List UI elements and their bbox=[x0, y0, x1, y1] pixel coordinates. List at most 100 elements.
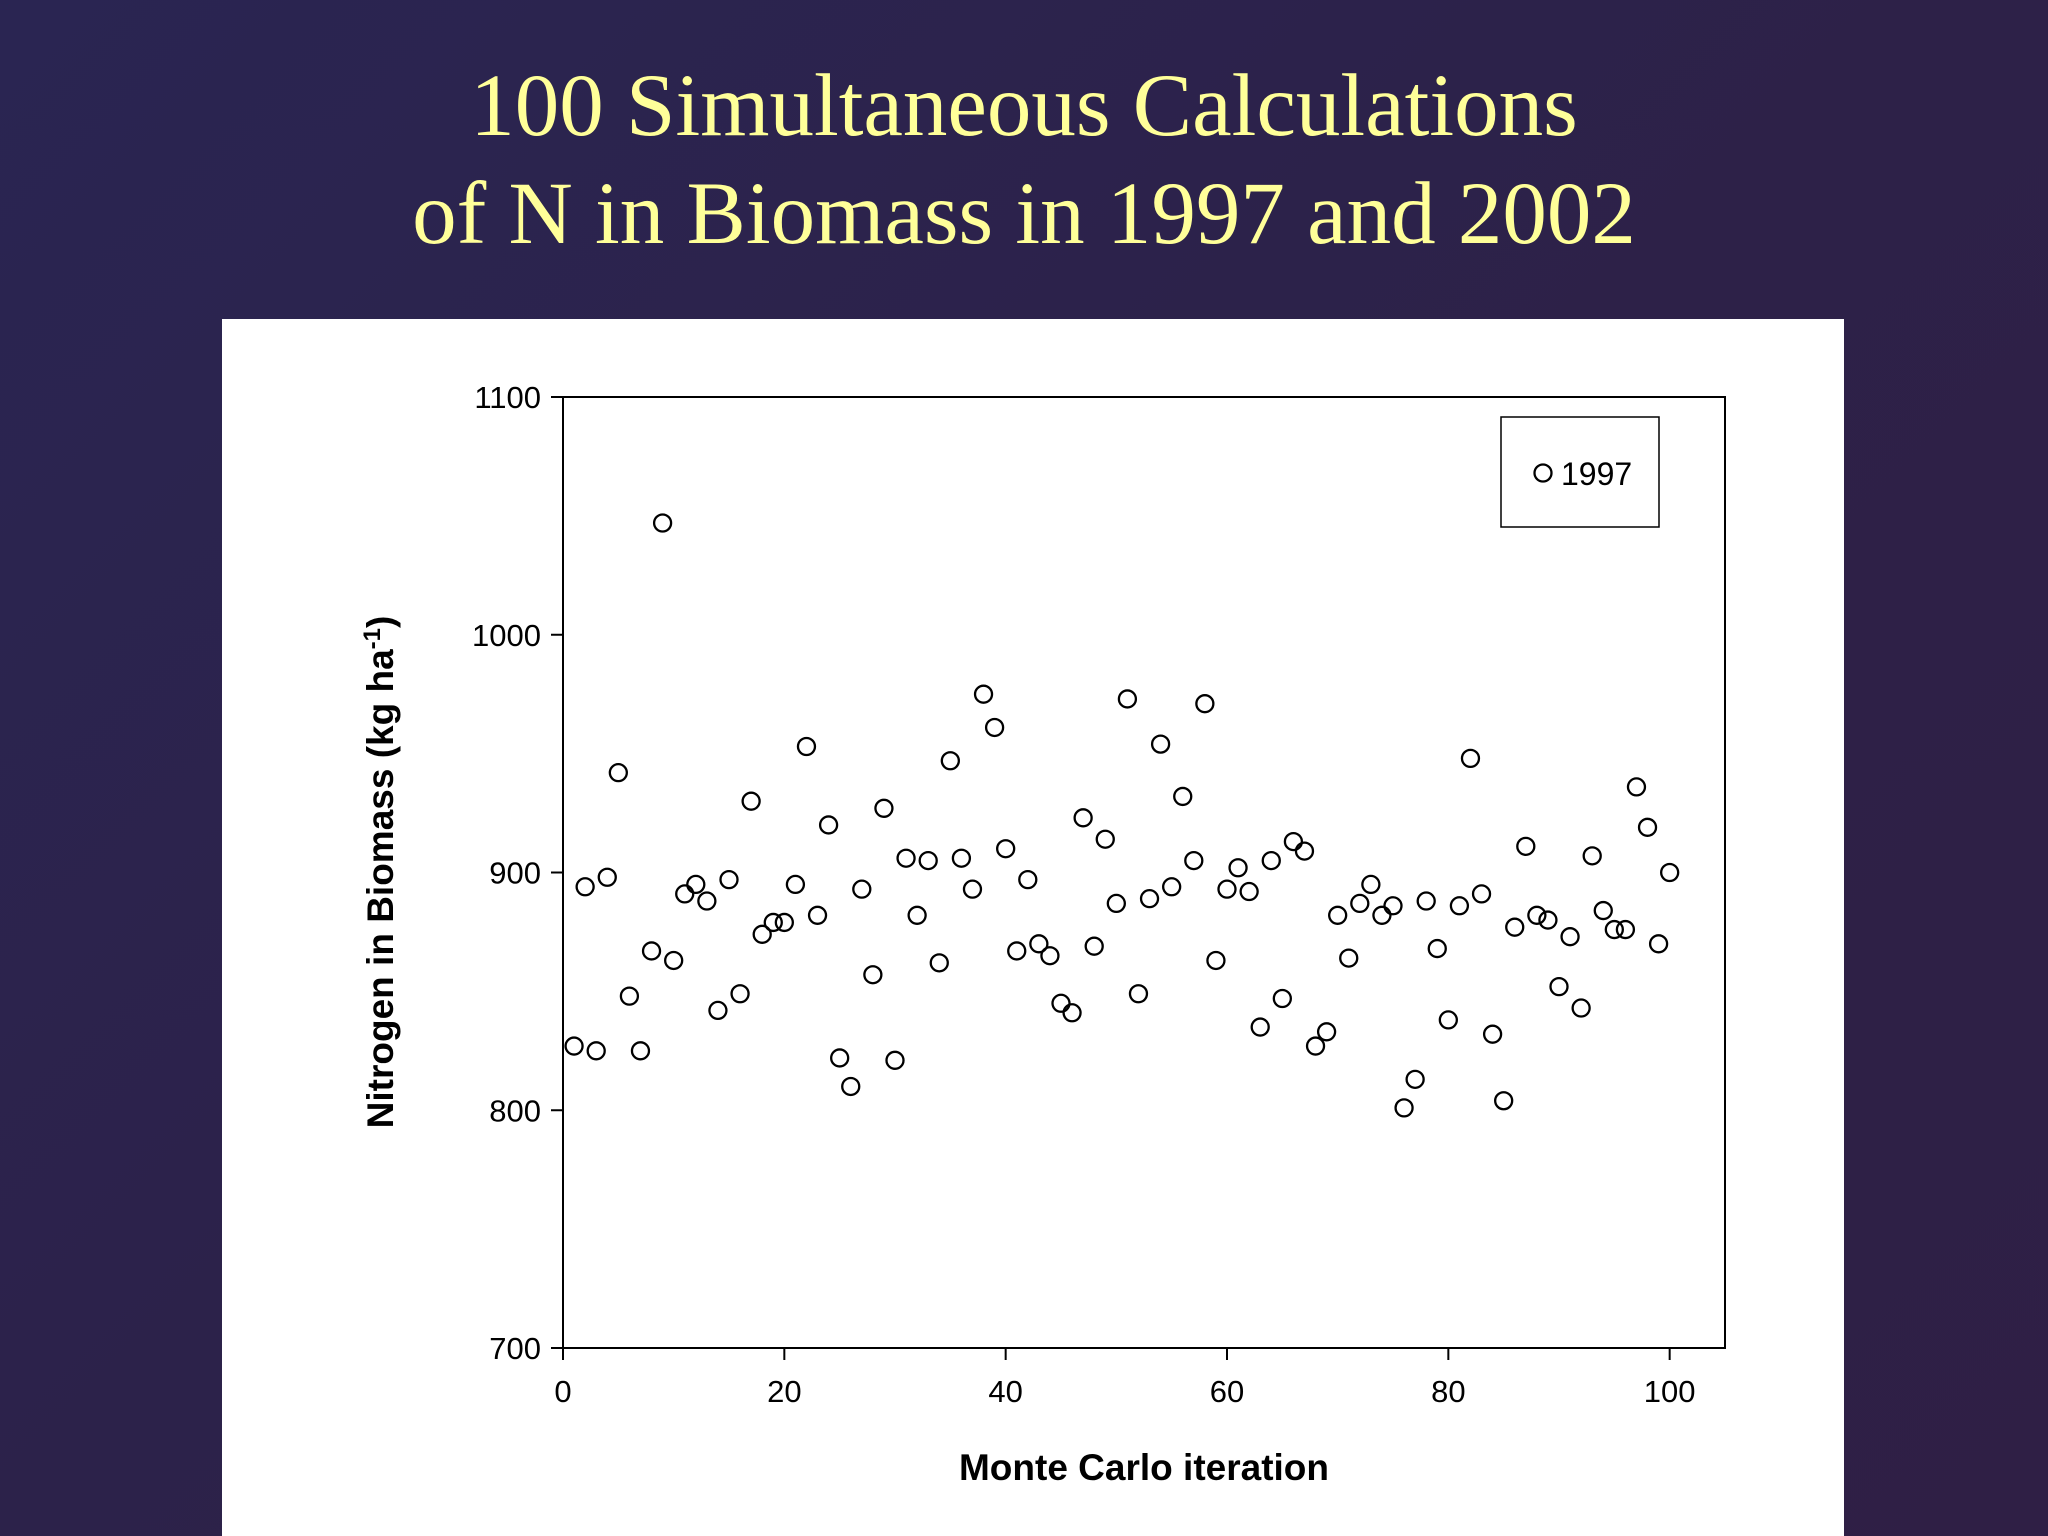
data-point bbox=[1582, 846, 1602, 866]
data-point bbox=[1150, 734, 1171, 754]
data-point bbox=[807, 905, 828, 925]
y-axis-title-suffix: ) bbox=[360, 616, 401, 628]
data-point bbox=[1405, 1069, 1425, 1089]
plot-area-frame bbox=[562, 396, 1726, 1349]
data-point bbox=[608, 762, 628, 783]
data-point bbox=[984, 717, 1005, 738]
data-point bbox=[1261, 850, 1281, 871]
data-point bbox=[1471, 884, 1492, 904]
data-point bbox=[1062, 1003, 1082, 1023]
data-point bbox=[564, 1036, 584, 1056]
slide-title-line-1: 100 Simultaneous Calculations bbox=[470, 57, 1578, 155]
data-point bbox=[1272, 988, 1292, 1009]
data-point bbox=[730, 984, 750, 1004]
x-axis-ticks: 0 20 40 60 80 100 bbox=[554, 1348, 1696, 1409]
data-point bbox=[1328, 905, 1348, 925]
y-tick-label: 1000 bbox=[472, 618, 541, 653]
data-point bbox=[697, 891, 717, 911]
data-point bbox=[1460, 748, 1481, 769]
data-point bbox=[1228, 858, 1248, 878]
data-point bbox=[1383, 896, 1403, 916]
data-point bbox=[1626, 777, 1647, 797]
data-point bbox=[852, 879, 872, 899]
data-point bbox=[874, 798, 894, 818]
data-point bbox=[664, 950, 684, 971]
x-tick-label: 40 bbox=[988, 1374, 1022, 1409]
data-point bbox=[1560, 927, 1580, 947]
data-point bbox=[885, 1050, 905, 1070]
data-point bbox=[896, 848, 916, 868]
data-point bbox=[1040, 946, 1060, 966]
data-point bbox=[675, 884, 695, 904]
data-point bbox=[686, 874, 706, 895]
data-point bbox=[1283, 831, 1304, 852]
data-point bbox=[1339, 948, 1359, 968]
data-point bbox=[1604, 919, 1624, 940]
legend-box bbox=[1500, 416, 1660, 528]
data-point bbox=[830, 1048, 850, 1068]
data-point bbox=[940, 751, 960, 771]
data-point bbox=[575, 877, 595, 897]
x-tick-label: 60 bbox=[1210, 1374, 1244, 1409]
data-point bbox=[951, 848, 972, 868]
y-axis-title-main: Nitrogen in Biomass (kg ha bbox=[360, 649, 401, 1128]
data-point bbox=[1073, 808, 1093, 828]
data-point bbox=[973, 684, 994, 704]
y-tick-label: 1100 bbox=[474, 380, 541, 415]
data-point bbox=[1593, 900, 1613, 921]
data-point bbox=[741, 791, 761, 811]
data-point bbox=[1361, 874, 1381, 895]
data-points bbox=[564, 513, 1680, 1118]
data-point bbox=[1350, 893, 1370, 914]
data-point bbox=[1648, 934, 1669, 954]
data-point bbox=[652, 513, 673, 533]
data-point bbox=[1494, 1091, 1514, 1111]
data-point bbox=[1294, 841, 1315, 861]
x-axis-title: Monte Carlo iteration bbox=[959, 1447, 1329, 1488]
data-point bbox=[863, 965, 883, 985]
data-point bbox=[1372, 905, 1392, 925]
scatter-chart: 0 20 40 60 80 100 700 800 900 1000 1100 Monte Car… bbox=[359, 380, 1726, 1488]
slide-title-line-2: of N in Biomass in 1997 and 2002 bbox=[412, 165, 1636, 263]
y-axis-title: Nitrogen in Biomass (kg ha-1) bbox=[359, 616, 402, 1129]
data-point bbox=[796, 736, 817, 757]
y-tick-label: 800 bbox=[489, 1093, 541, 1128]
data-point bbox=[1427, 938, 1447, 959]
data-point bbox=[597, 867, 617, 887]
x-tick-label: 80 bbox=[1431, 1374, 1465, 1409]
data-point bbox=[1416, 891, 1436, 911]
data-point bbox=[1018, 869, 1038, 890]
legend: 1997 bbox=[1500, 416, 1660, 528]
axes bbox=[562, 396, 1726, 1349]
y-axis-ticks: 700 800 900 1000 1100 bbox=[472, 380, 563, 1366]
data-point bbox=[586, 1041, 606, 1061]
data-point bbox=[1184, 850, 1204, 871]
y-axis-title-superscript: -1 bbox=[359, 628, 386, 649]
data-point bbox=[630, 1041, 651, 1061]
data-point bbox=[719, 869, 739, 890]
data-point bbox=[1239, 881, 1259, 902]
data-point bbox=[1505, 917, 1525, 937]
data-point bbox=[1128, 984, 1149, 1004]
x-tick-label: 0 bbox=[554, 1374, 571, 1409]
slide-title: 100 Simultaneous Calculations of N in Bi… bbox=[0, 52, 2048, 268]
data-point bbox=[1217, 879, 1237, 899]
data-point bbox=[929, 953, 949, 973]
data-point bbox=[1029, 934, 1049, 954]
data-point bbox=[1571, 998, 1591, 1018]
x-tick-label: 20 bbox=[767, 1374, 801, 1409]
data-point bbox=[918, 850, 938, 871]
data-point bbox=[1637, 817, 1658, 837]
data-point bbox=[1527, 905, 1547, 925]
data-point bbox=[1549, 976, 1569, 997]
data-point bbox=[1173, 786, 1193, 807]
legend-marker bbox=[1533, 463, 1553, 483]
data-point bbox=[841, 1076, 861, 1097]
data-point bbox=[962, 879, 983, 899]
chart-panel: 0 20 40 60 80 100 700 800 900 1000 1100 Monte Car… bbox=[222, 319, 1844, 1536]
data-point bbox=[752, 924, 772, 944]
data-point bbox=[785, 874, 806, 895]
data-point bbox=[1660, 862, 1680, 883]
data-point bbox=[1316, 1022, 1337, 1042]
data-point bbox=[708, 1000, 728, 1021]
